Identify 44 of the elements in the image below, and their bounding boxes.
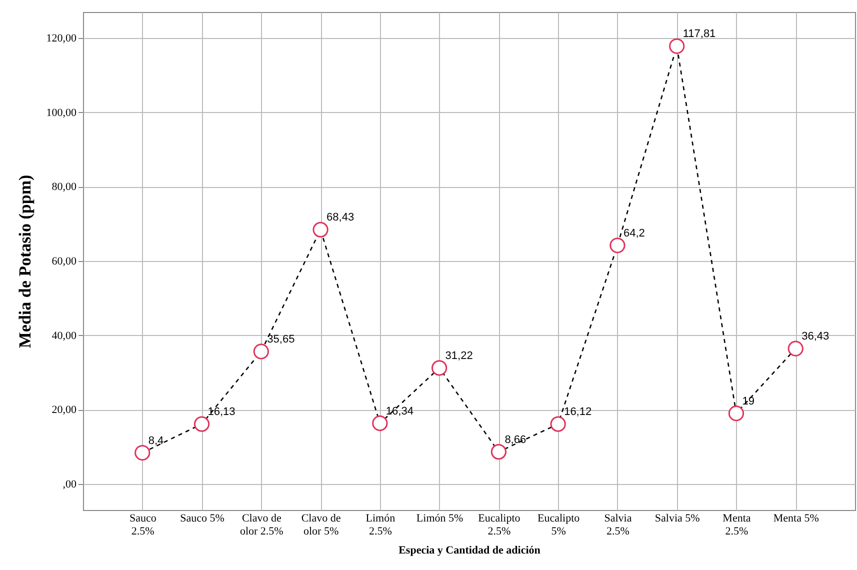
point (728, 406, 744, 422)
point (788, 340, 804, 356)
point (669, 38, 685, 54)
x-tick-label: Clavo de olor 2.5% (240, 512, 284, 538)
point (431, 360, 448, 376)
point (610, 238, 626, 254)
y-tick-label: ,00 (62, 478, 77, 490)
y-tick-label: 20,00 (52, 404, 77, 416)
y-tick-label: 60,00 (52, 256, 77, 268)
data-label: 8,66 (504, 434, 526, 446)
y-tick-label: 40,00 (52, 330, 77, 342)
data-label: 36,43 (802, 330, 830, 343)
x-tick-label: Sauco 2.5% (129, 512, 157, 538)
point (490, 444, 507, 460)
point (312, 222, 328, 238)
point (253, 344, 269, 360)
data-label: 35,65 (267, 333, 295, 346)
data-label: 68,43 (326, 212, 354, 224)
x-tick-label: Salvia 2.5% (604, 512, 632, 538)
point (372, 415, 388, 432)
point (550, 416, 566, 432)
x-tick-label: Menta 5% (773, 512, 819, 524)
y-tick-label: 100,00 (46, 106, 77, 119)
x-axis-title: Especia y Cantidad de adición (398, 544, 540, 556)
data-label: 31,22 (445, 350, 473, 362)
x-tick-label: Salvia 5% (654, 512, 700, 524)
x-tick-label: Eucalipto 5% (538, 512, 580, 538)
y-tick-label: 120,00 (46, 32, 77, 45)
data-label: 117,81 (682, 28, 716, 40)
x-tick-label: Limón 2.5% (366, 512, 396, 538)
data-label: 16,34 (386, 405, 414, 418)
data-label: 16,13 (208, 406, 236, 418)
point (194, 416, 210, 432)
data-label: 16,12 (564, 406, 592, 418)
data-label: 8,4 (148, 434, 164, 447)
y-tick-label: 80,00 (52, 181, 77, 194)
x-tick-label: Menta 2.5% (722, 512, 751, 538)
point (134, 444, 150, 461)
x-tick-label: Limón 5% (416, 512, 464, 524)
x-tick-label: Sauco 5% (180, 512, 224, 524)
y-axis-title: Media de Potasio (ppm) (15, 174, 34, 348)
x-tick-label: Clavo de olor 5% (301, 512, 341, 538)
data-label: 64,2 (623, 227, 645, 240)
x-tick-label: Eucalipto 2.5% (478, 512, 521, 538)
